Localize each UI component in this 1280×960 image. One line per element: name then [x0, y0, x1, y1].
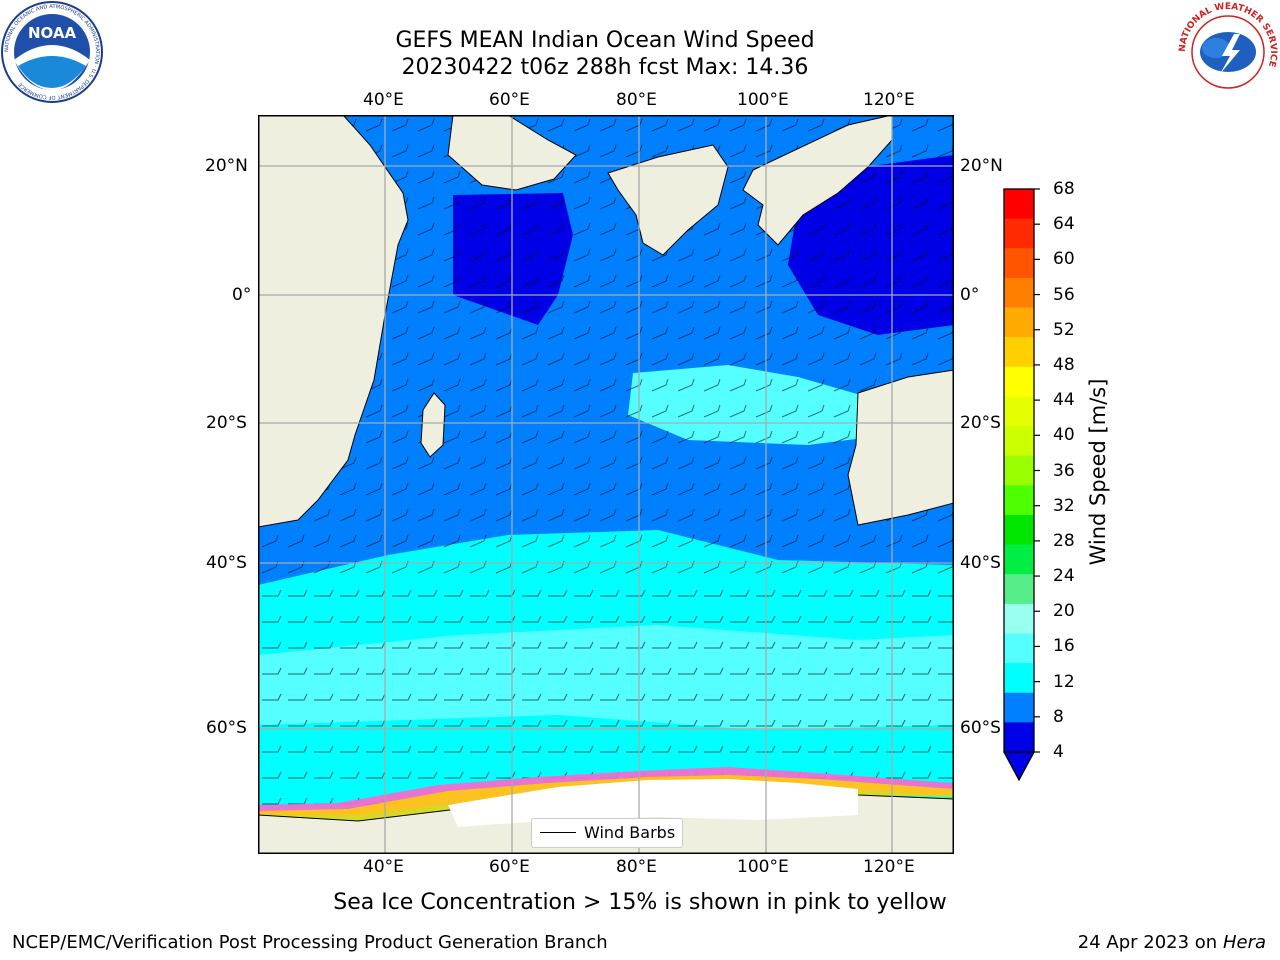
- colorbar-segment-2: [1004, 248, 1034, 279]
- sea-ice-caption: Sea Ice Concentration > 15% is shown in …: [333, 890, 947, 915]
- map-legend: Wind Barbs: [531, 818, 683, 848]
- colorbar-tick-label-24: 24: [1053, 566, 1075, 587]
- lat-tick-right-20s: 20°S: [960, 413, 1001, 433]
- land-madagascar: [420, 392, 446, 458]
- footer-host: Hera: [1222, 932, 1266, 953]
- wind-barbs-legend-line: [540, 832, 576, 833]
- nws-logo: NATIONAL WEATHER SERVICE: [1178, 2, 1278, 102]
- colorbar-segment-16: [1004, 663, 1034, 694]
- lon-tick-top-60e: 60°E: [489, 90, 530, 110]
- lat-tick-left-0: 0°: [232, 285, 252, 305]
- land-africa: [258, 115, 409, 528]
- lat-tick-left-60s: 60°S: [206, 718, 247, 738]
- lat-tick-left-20n: 20°N: [205, 156, 248, 176]
- lon-tick-bottom-120e: 120°E: [863, 857, 915, 877]
- colorbar-tick-label-68: 68: [1053, 179, 1075, 199]
- colorbar-segment-8: [1004, 426, 1034, 457]
- colorbar-tick-label-40: 40: [1053, 425, 1075, 446]
- colorbar-tick-label-4: 4: [1053, 742, 1064, 762]
- colorbar-tick-label-28: 28: [1053, 530, 1075, 551]
- colorbar-tick-label-36: 36: [1053, 460, 1075, 481]
- colorbar-tick-label-8: 8: [1053, 706, 1064, 727]
- colorbar-segment-3: [1004, 277, 1034, 309]
- colorbar-segment-4: [1004, 307, 1034, 338]
- footer-date: 24 Apr 2023 on Hera: [1078, 932, 1266, 953]
- colorbar-tick-label-16: 16: [1053, 636, 1075, 657]
- gridlines: [258, 115, 954, 854]
- lon-tick-bottom-40e: 40°E: [363, 857, 404, 877]
- lon-tick-bottom-80e: 80°E: [616, 857, 657, 877]
- lon-tick-top-100e: 100°E: [737, 90, 789, 110]
- colorbar-segment-13: [1004, 574, 1034, 605]
- lat-tick-right-60s: 60°S: [960, 718, 1001, 738]
- land-australia: [847, 369, 954, 526]
- colorbar-segment-1: [1004, 218, 1034, 249]
- colorbar-segment-14: [1004, 603, 1034, 634]
- colorbar-tick-label-20: 20: [1053, 601, 1075, 622]
- noaa-logo: NOAA NATIONAL OCEANIC AND ATMOSPHERIC AD…: [1, 1, 103, 103]
- colorbar-tick-label-32: 32: [1053, 495, 1075, 516]
- land-india: [607, 144, 729, 256]
- noaa-logo-text: NOAA: [28, 24, 77, 42]
- colorbar-tick-label-60: 60: [1053, 249, 1075, 270]
- colorbar-segment-12: [1004, 544, 1034, 575]
- lon-tick-top-120e: 120°E: [863, 90, 915, 110]
- colorbar-tick-label-64: 64: [1053, 214, 1075, 235]
- wind-speed-map: [258, 115, 954, 854]
- lat-tick-left-40s: 40°S: [206, 553, 247, 573]
- colorbar-under-arrow: [1002, 751, 1036, 782]
- lat-tick-right-0: 0°: [960, 285, 980, 305]
- colorbar-segment-17: [1004, 692, 1034, 723]
- title-line-1: GEFS MEAN Indian Ocean Wind Speed: [395, 28, 815, 53]
- lon-tick-bottom-60e: 60°E: [489, 857, 530, 877]
- lat-tick-right-40s: 40°S: [960, 553, 1001, 573]
- lat-tick-right-20n: 20°N: [960, 156, 1003, 176]
- lat-tick-left-20s: 20°S: [206, 413, 247, 433]
- colorbar-tick-label-52: 52: [1053, 319, 1075, 340]
- lon-tick-top-80e: 80°E: [616, 90, 657, 110]
- colorbar-segment-0: [1004, 189, 1034, 220]
- colorbar-title: Wind Speed [m/s]: [1086, 378, 1110, 566]
- colorbar-segment-6: [1004, 366, 1034, 397]
- colorbar-segment-15: [1004, 633, 1034, 664]
- colorbar: [1002, 188, 1040, 782]
- colorbar-tick-label-12: 12: [1053, 671, 1075, 692]
- colorbar-tick-label-48: 48: [1053, 354, 1075, 375]
- colorbar-segment-18: [1004, 722, 1034, 753]
- colorbar-segment-7: [1004, 396, 1034, 427]
- colorbar-segment-11: [1004, 514, 1034, 546]
- title-line-2: 20230422 t06z 288h fcst Max: 14.36: [401, 55, 809, 80]
- footer-date-text: 24 Apr 2023 on: [1077, 932, 1218, 953]
- sea-ice-white: [448, 779, 858, 827]
- legend-label: Wind Barbs: [584, 823, 676, 842]
- colorbar-tick-label-56: 56: [1053, 284, 1075, 305]
- colorbar-segment-10: [1004, 485, 1034, 516]
- land-southeast-asia: [742, 115, 893, 246]
- lon-tick-top-40e: 40°E: [363, 90, 404, 110]
- colorbar-segment-9: [1004, 455, 1034, 486]
- colorbar-segment-5: [1004, 337, 1034, 368]
- lon-tick-bottom-100e: 100°E: [737, 857, 789, 877]
- colorbar-tick-label-44: 44: [1053, 390, 1075, 411]
- footer-branch: NCEP/EMC/Verification Post Processing Pr…: [12, 932, 608, 953]
